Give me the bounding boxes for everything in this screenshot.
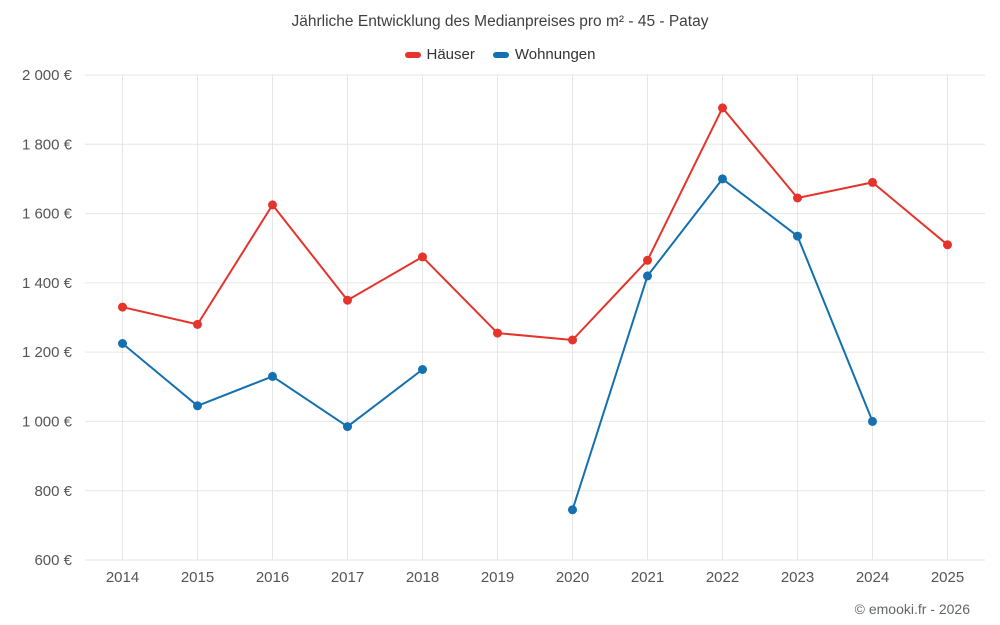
y-tick-label: 1 400 € — [22, 275, 73, 292]
data-point-hauser-2014[interactable] — [118, 302, 127, 312]
data-point-hauser-2015[interactable] — [193, 319, 202, 329]
data-point-hauser-2018[interactable] — [418, 252, 427, 262]
x-tick-label: 2024 — [856, 569, 889, 586]
data-point-wohnungen-2021[interactable] — [643, 271, 652, 281]
y-tick-label: 1 600 € — [22, 206, 73, 223]
data-point-wohnungen-2016[interactable] — [268, 371, 277, 381]
legend-item-hauser[interactable]: Häuser — [404, 46, 475, 63]
x-tick-label: 2017 — [331, 569, 364, 586]
data-point-hauser-2022[interactable] — [718, 103, 727, 113]
x-tick-label: 2021 — [631, 569, 664, 586]
x-tick-label: 2020 — [556, 569, 589, 586]
copyright-text: © emooki.fr - 2026 — [854, 601, 970, 617]
x-tick-label: 2018 — [406, 569, 439, 586]
chart-legend: Häuser Wohnungen — [0, 46, 1000, 63]
y-tick-label: 1 200 € — [22, 344, 73, 361]
x-tick-label: 2014 — [106, 569, 139, 586]
data-point-hauser-2017[interactable] — [343, 295, 352, 305]
series-line-hauser — [121, 106, 949, 341]
y-tick-label: 2 000 € — [22, 67, 73, 84]
legend-label-wohnungen: Wohnungen — [514, 46, 596, 63]
data-point-hauser-2019[interactable] — [493, 328, 502, 338]
y-tick-label: 800 € — [34, 483, 72, 500]
data-point-hauser-2021[interactable] — [643, 255, 652, 265]
x-tick-label: 2019 — [481, 569, 514, 586]
legend-swatch-hauser — [404, 51, 421, 58]
data-point-hauser-2023[interactable] — [793, 193, 802, 203]
data-point-wohnungen-2024[interactable] — [868, 416, 877, 426]
data-point-wohnungen-2023[interactable] — [793, 231, 802, 241]
data-point-hauser-2020[interactable] — [568, 335, 577, 345]
data-point-hauser-2025[interactable] — [943, 240, 952, 250]
y-tick-label: 1 800 € — [22, 136, 73, 153]
data-point-hauser-2024[interactable] — [868, 177, 877, 187]
legend-swatch-wohnungen — [492, 51, 509, 58]
data-point-wohnungen-2014[interactable] — [118, 339, 127, 348]
chart-title: Jährliche Entwicklung des Medianpreises … — [291, 13, 709, 30]
x-tick-label: 2025 — [931, 569, 964, 586]
x-tick-label: 2022 — [706, 569, 739, 586]
y-tick-label: 600 € — [34, 552, 72, 569]
x-tick-label: 2015 — [181, 569, 214, 586]
x-tick-label: 2023 — [781, 569, 814, 586]
legend-label-hauser: Häuser — [426, 46, 475, 63]
data-point-hauser-2016[interactable] — [268, 200, 277, 210]
data-point-wohnungen-2020[interactable] — [568, 505, 577, 515]
data-point-wohnungen-2017[interactable] — [343, 422, 352, 432]
y-tick-label: 1 000 € — [22, 414, 73, 431]
x-tick-label: 2016 — [256, 569, 289, 586]
legend-item-wohnungen[interactable]: Wohnungen — [492, 46, 596, 63]
data-point-wohnungen-2015[interactable] — [193, 401, 202, 411]
data-point-wohnungen-2018[interactable] — [418, 365, 427, 374]
data-point-wohnungen-2022[interactable] — [718, 174, 727, 184]
